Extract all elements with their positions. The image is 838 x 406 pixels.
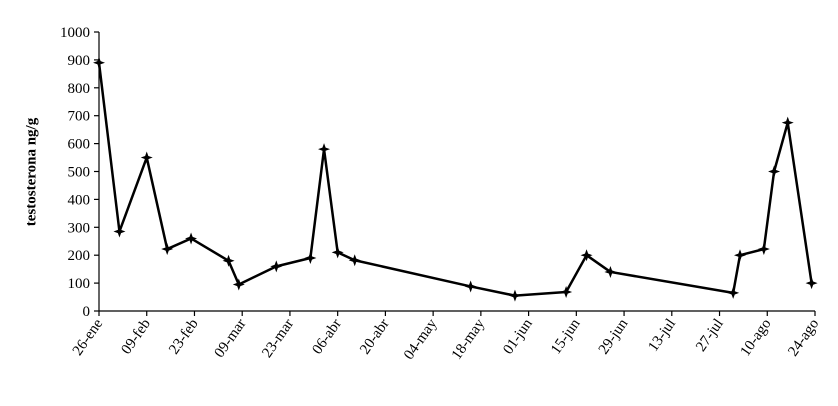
y-axis-label: testosterona ng/g (23, 117, 39, 226)
x-tick-label: 18-may (449, 316, 489, 363)
y-tick-label: 600 (68, 137, 91, 153)
point-marker (113, 225, 126, 238)
y-tick-label: 100 (68, 276, 91, 292)
point-marker (464, 280, 477, 293)
y-tick-label: 400 (68, 192, 91, 208)
y-tick-label: 700 (68, 109, 91, 125)
x-tick-label: 09-mar (212, 316, 250, 361)
point-marker (222, 254, 235, 267)
point-marker (161, 243, 174, 256)
point-marker (331, 246, 344, 259)
y-tick-label: 200 (68, 248, 91, 264)
point-marker (508, 289, 521, 302)
point-marker (733, 249, 746, 262)
point-marker (232, 278, 245, 291)
point-marker (304, 251, 317, 264)
x-tick-label: 24-ago (785, 316, 822, 359)
x-tick-label: 04-may (401, 316, 441, 363)
y-tick-label: 0 (83, 304, 91, 320)
x-tick-label: 01-jun (500, 316, 536, 358)
point-marker (757, 243, 770, 256)
point-marker (781, 116, 794, 129)
x-tick-label: 20-abr (357, 316, 393, 357)
point-marker (185, 232, 198, 245)
point-marker (580, 249, 593, 262)
y-tick-label: 800 (68, 81, 91, 97)
point-marker (805, 277, 818, 290)
x-tick-label: 13-jul (645, 316, 679, 355)
x-tick-label: 23-mar (259, 316, 297, 361)
point-marker (768, 165, 781, 178)
point-marker (560, 286, 573, 299)
point-marker (727, 286, 740, 299)
y-tick-label: 900 (68, 53, 91, 69)
y-tick-label: 500 (68, 165, 91, 181)
x-tick-label: 10-ago (738, 316, 775, 359)
x-tick-label: 27-jul (693, 316, 727, 355)
y-tick-label: 300 (68, 220, 91, 236)
x-tick-label: 23-feb (166, 316, 202, 357)
x-tick-label: 26-ene (70, 316, 107, 359)
y-tick-label: 1000 (60, 25, 90, 41)
point-marker (140, 151, 153, 164)
series-line (97, 62, 813, 297)
point-marker (604, 265, 617, 278)
point-marker (348, 254, 361, 267)
point-marker (93, 56, 105, 69)
point-marker (270, 260, 283, 273)
point-marker (318, 143, 331, 156)
x-tick-label: 29-jun (596, 316, 632, 358)
x-tick-label: 09-feb (118, 316, 154, 357)
x-tick-label: 15-jun (548, 316, 584, 358)
x-tick-label: 06-abr (309, 316, 345, 357)
